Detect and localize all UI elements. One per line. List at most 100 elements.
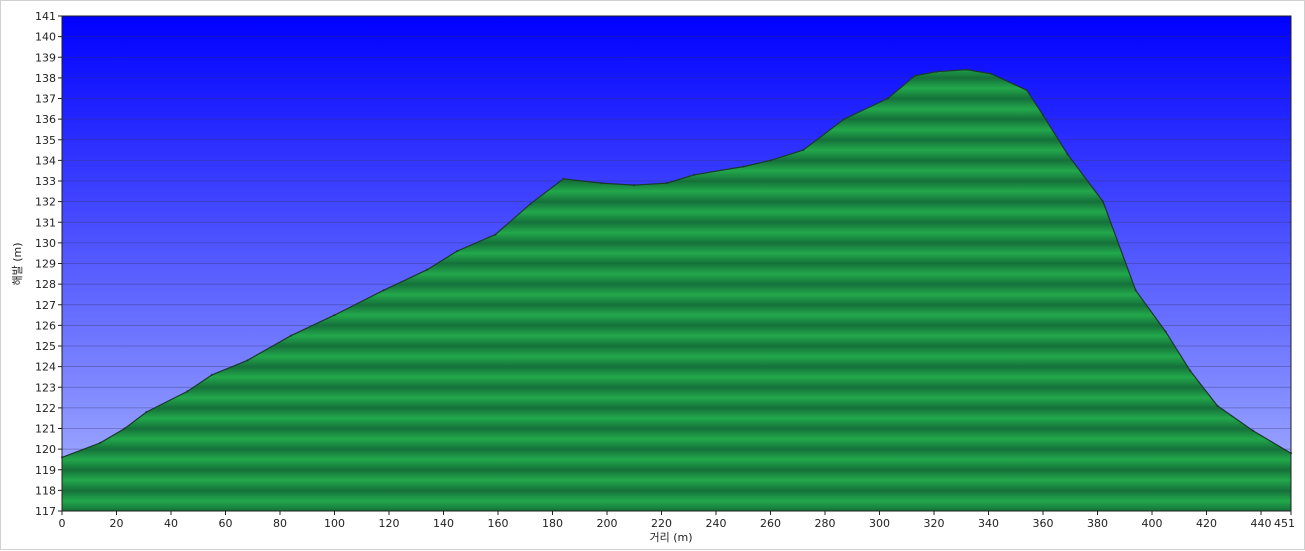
terrain-band [62,387,1291,409]
x-tick-label: 100 [324,517,345,530]
x-tick-label: 360 [1033,517,1054,530]
elevation-point [935,70,938,73]
y-tick-label: 128 [35,278,56,291]
y-tick-label: 130 [35,237,56,250]
y-tick-label: 124 [35,361,56,374]
elevation-point [990,72,993,75]
x-tick-label: 180 [542,517,563,530]
elevation-point [913,74,917,78]
elevation-point [633,183,636,187]
elevation-point [886,97,889,100]
elevation-point [802,148,805,152]
elevation-point [693,173,696,177]
x-tick-label: 280 [815,517,836,530]
elevation-point [186,390,189,393]
terrain-band [62,366,1291,388]
y-axis-ticks: 117 118 119 120 121 122 123 124 125 126 127 128 129 1… [35,10,62,518]
elevation-point [210,373,214,377]
x-tick-label: 160 [488,517,509,530]
elevation-point [1188,369,1192,372]
x-tick-label: 340 [978,517,999,530]
y-tick-label: 121 [35,423,56,436]
elevation-point [529,202,532,205]
y-tick-label: 139 [35,51,56,64]
elevation-point [1066,152,1069,156]
elevation-point [98,441,102,445]
elevation-point [742,165,745,168]
x-tick-label: 200 [597,517,618,530]
elevation-point [289,334,293,337]
y-tick-label: 126 [35,319,56,332]
y-tick-label: 123 [35,381,56,394]
elevation-point [123,427,126,430]
y-tick-label: 127 [35,299,56,312]
elevation-point [600,181,603,185]
y-tick-label: 137 [35,93,56,106]
y-tick-label: 119 [35,464,56,477]
x-tick-label: 320 [924,517,945,530]
x-tick-label: 260 [760,517,781,530]
x-tick-label: 451 [1274,517,1295,530]
y-tick-label: 133 [35,175,56,188]
elevation-point [1041,113,1045,117]
y-tick-label: 141 [35,10,56,23]
x-tick-label: 420 [1196,517,1217,530]
x-tick-label: 380 [1087,517,1108,530]
x-tick-label: 20 [110,517,124,530]
x-tick-label: 0 [59,517,66,530]
terrain-band [62,304,1291,326]
y-tick-label: 138 [35,72,56,85]
elevation-point [1134,289,1137,292]
x-tick-label: 120 [379,517,400,530]
elevation-point [382,289,385,292]
elevation-point [965,68,968,71]
y-tick-label: 140 [35,31,56,44]
elevation-point [842,117,846,121]
y-tick-label: 120 [35,443,56,456]
y-tick-label: 134 [35,154,56,167]
elevation-point [333,313,336,317]
elevation-point [494,233,497,236]
terrain-band [62,490,1291,511]
elevation-point [425,268,429,271]
y-axis-title: 해발 (m) [10,242,24,285]
y-tick-label: 136 [35,113,56,126]
terrain-band [62,428,1291,450]
elevation-point [1251,429,1255,432]
terrain-band [62,407,1291,429]
elevation-point [1025,89,1028,92]
y-tick-label: 132 [35,196,56,209]
terrain-band [62,325,1291,347]
x-tick-label: 140 [433,517,454,530]
x-tick-label: 220 [651,517,672,530]
elevation-point [145,410,148,414]
elevation-point [562,177,565,181]
elevation-point [769,159,772,162]
y-tick-label: 117 [35,505,56,518]
x-tick-label: 300 [869,517,890,530]
elevation-point [1216,404,1219,408]
x-axis-title: 거리 (m) [649,531,692,544]
y-tick-label: 118 [35,484,56,497]
x-tick-label: 240 [706,517,727,530]
y-tick-label: 125 [35,340,56,353]
terrain-band [62,469,1291,491]
y-tick-label: 135 [35,134,56,147]
terrain-outline [61,68,1292,458]
elevation-point [1101,200,1105,203]
elevation-point [665,181,669,185]
x-tick-label: 40 [164,517,178,530]
terrain-band [62,346,1291,367]
y-tick-label: 122 [35,402,56,415]
y-tick-label: 131 [35,216,56,229]
x-tick-label: 400 [1142,517,1163,530]
elevation-point [246,359,249,362]
x-tick-label: 80 [273,517,287,530]
x-tick-label: 440 [1251,517,1272,530]
x-tick-label: 60 [219,517,233,530]
terrain-band [62,449,1291,471]
y-tick-label: 129 [35,258,56,271]
x-axis-ticks: 0 20 40 60 80 100 120 140 160 180 200 220 240 260 280 3… [59,511,1295,530]
